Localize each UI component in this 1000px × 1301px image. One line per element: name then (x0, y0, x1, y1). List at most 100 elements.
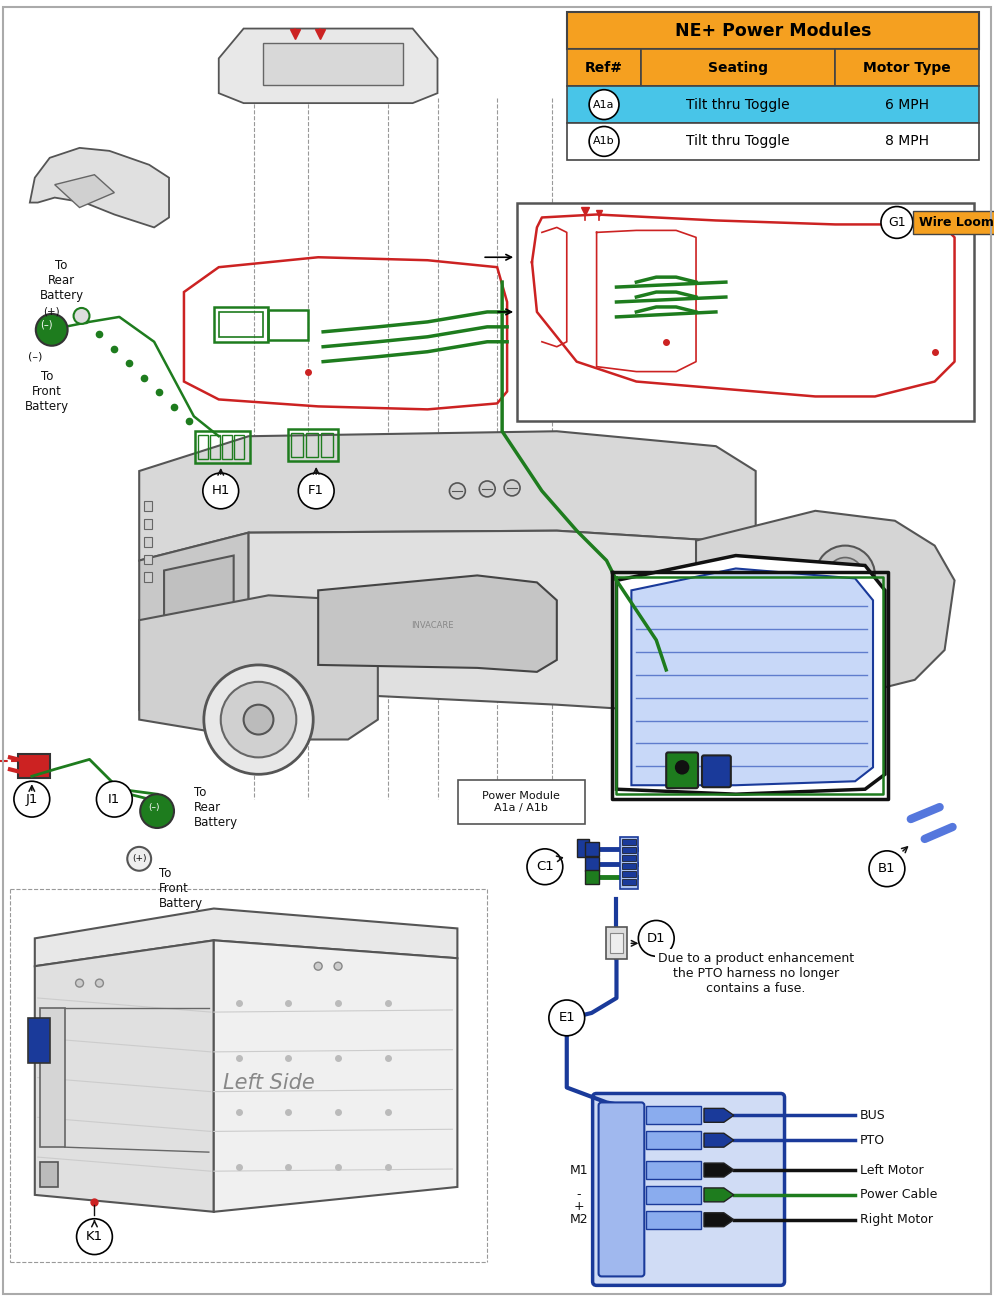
Text: Left Side: Left Side (223, 1072, 314, 1093)
Polygon shape (249, 531, 756, 714)
Circle shape (674, 760, 690, 775)
Polygon shape (139, 532, 249, 709)
Text: (–): (–) (40, 320, 53, 330)
FancyBboxPatch shape (622, 878, 636, 885)
Circle shape (479, 481, 495, 497)
Polygon shape (696, 511, 955, 695)
Text: (+): (+) (43, 307, 60, 317)
Polygon shape (35, 941, 214, 1211)
FancyBboxPatch shape (517, 203, 974, 422)
Text: Tilt thru Toggle: Tilt thru Toggle (686, 98, 790, 112)
FancyBboxPatch shape (646, 1160, 701, 1179)
Text: To
Rear
Battery: To Rear Battery (40, 259, 84, 302)
FancyBboxPatch shape (144, 519, 152, 528)
Circle shape (76, 980, 84, 987)
Circle shape (527, 848, 563, 885)
FancyBboxPatch shape (40, 1162, 58, 1187)
Text: (–): (–) (148, 803, 160, 812)
Text: -: - (576, 1188, 581, 1201)
Text: Power Cable: Power Cable (860, 1188, 937, 1201)
Circle shape (334, 963, 342, 971)
Text: Tilt thru Toggle: Tilt thru Toggle (686, 134, 790, 148)
Text: E1: E1 (558, 1011, 575, 1024)
Text: 6 MPH: 6 MPH (885, 98, 929, 112)
Circle shape (589, 90, 619, 120)
FancyBboxPatch shape (577, 839, 589, 857)
Text: Ref#: Ref# (585, 61, 623, 75)
Polygon shape (704, 1133, 734, 1147)
Text: B1: B1 (878, 863, 896, 876)
FancyBboxPatch shape (622, 839, 636, 844)
Polygon shape (35, 908, 457, 967)
Text: (–): (–) (28, 351, 42, 362)
FancyBboxPatch shape (567, 86, 979, 124)
Circle shape (449, 483, 465, 498)
Text: (+): (+) (132, 855, 146, 864)
Circle shape (314, 963, 322, 971)
Text: M2: M2 (569, 1214, 588, 1227)
FancyBboxPatch shape (585, 857, 599, 870)
FancyBboxPatch shape (40, 1008, 65, 1147)
FancyBboxPatch shape (144, 554, 152, 565)
FancyBboxPatch shape (620, 837, 638, 889)
Circle shape (95, 980, 103, 987)
Text: F1: F1 (308, 484, 324, 497)
FancyBboxPatch shape (593, 1093, 785, 1285)
FancyBboxPatch shape (622, 855, 636, 861)
Circle shape (203, 474, 239, 509)
Circle shape (140, 794, 174, 827)
FancyBboxPatch shape (622, 863, 636, 869)
Circle shape (638, 921, 674, 956)
FancyBboxPatch shape (144, 572, 152, 583)
Polygon shape (704, 1108, 734, 1123)
FancyBboxPatch shape (144, 501, 152, 511)
Text: NE+ Power Modules: NE+ Power Modules (675, 22, 871, 39)
Circle shape (589, 126, 619, 156)
FancyBboxPatch shape (646, 1106, 701, 1124)
Circle shape (881, 207, 913, 238)
Circle shape (36, 314, 68, 346)
FancyBboxPatch shape (666, 752, 698, 788)
Circle shape (77, 1219, 112, 1254)
Polygon shape (139, 431, 756, 561)
Text: INVACARE: INVACARE (411, 621, 454, 630)
Circle shape (815, 545, 875, 605)
Text: J1: J1 (26, 792, 38, 805)
Circle shape (221, 682, 296, 757)
Polygon shape (704, 1163, 734, 1177)
Text: D1: D1 (647, 932, 666, 945)
FancyBboxPatch shape (646, 1211, 701, 1228)
Polygon shape (704, 1188, 734, 1202)
Text: To
Rear
Battery: To Rear Battery (194, 786, 238, 829)
Polygon shape (631, 569, 873, 786)
Polygon shape (30, 148, 169, 228)
Circle shape (74, 308, 89, 324)
Circle shape (127, 847, 151, 870)
Circle shape (504, 480, 520, 496)
FancyBboxPatch shape (458, 781, 585, 824)
Polygon shape (164, 556, 234, 670)
Text: G1: G1 (888, 216, 906, 229)
Text: To
Front
Battery: To Front Battery (25, 369, 69, 412)
Text: C1: C1 (536, 860, 554, 873)
Circle shape (869, 851, 905, 887)
Polygon shape (55, 174, 114, 208)
FancyBboxPatch shape (622, 870, 636, 877)
FancyBboxPatch shape (567, 49, 641, 86)
Text: Motor Type: Motor Type (863, 61, 951, 75)
Circle shape (96, 782, 132, 817)
Text: Right Motor: Right Motor (860, 1214, 933, 1227)
Text: +: + (573, 1201, 584, 1214)
Text: A1b: A1b (593, 137, 615, 147)
Circle shape (298, 474, 334, 509)
FancyBboxPatch shape (610, 933, 623, 954)
FancyBboxPatch shape (263, 43, 403, 86)
Text: To
Front
Battery: To Front Battery (159, 868, 203, 911)
Polygon shape (214, 941, 457, 1211)
FancyBboxPatch shape (144, 536, 152, 546)
Polygon shape (704, 1213, 734, 1227)
Text: Left Motor: Left Motor (860, 1163, 924, 1176)
FancyBboxPatch shape (567, 124, 979, 160)
Polygon shape (139, 596, 378, 739)
Text: PTO: PTO (860, 1133, 885, 1146)
